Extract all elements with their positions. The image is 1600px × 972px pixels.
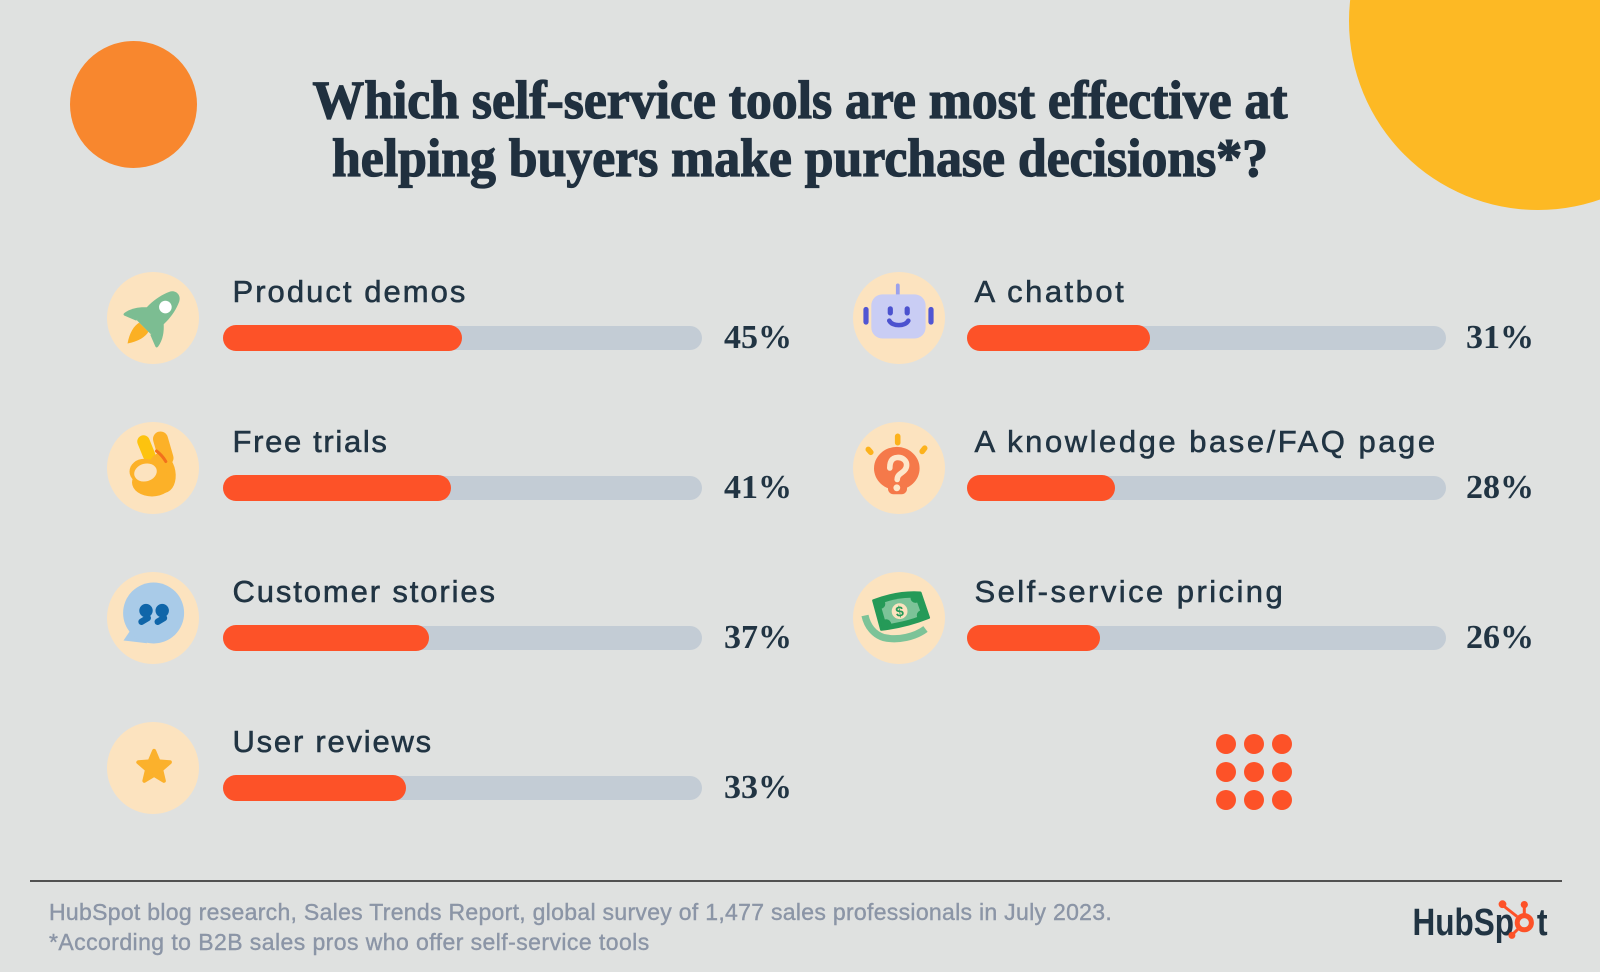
svg-text:t: t [1537, 902, 1548, 944]
svg-text:HubSp: HubSp [1413, 902, 1515, 944]
svg-text:Which self-service tools are m: Which self-service tools are most effect… [313, 70, 1288, 130]
svg-text:$: $ [895, 604, 905, 621]
svg-text:helping buyers make purchase d: helping buyers make purchase decisions*? [332, 128, 1268, 188]
